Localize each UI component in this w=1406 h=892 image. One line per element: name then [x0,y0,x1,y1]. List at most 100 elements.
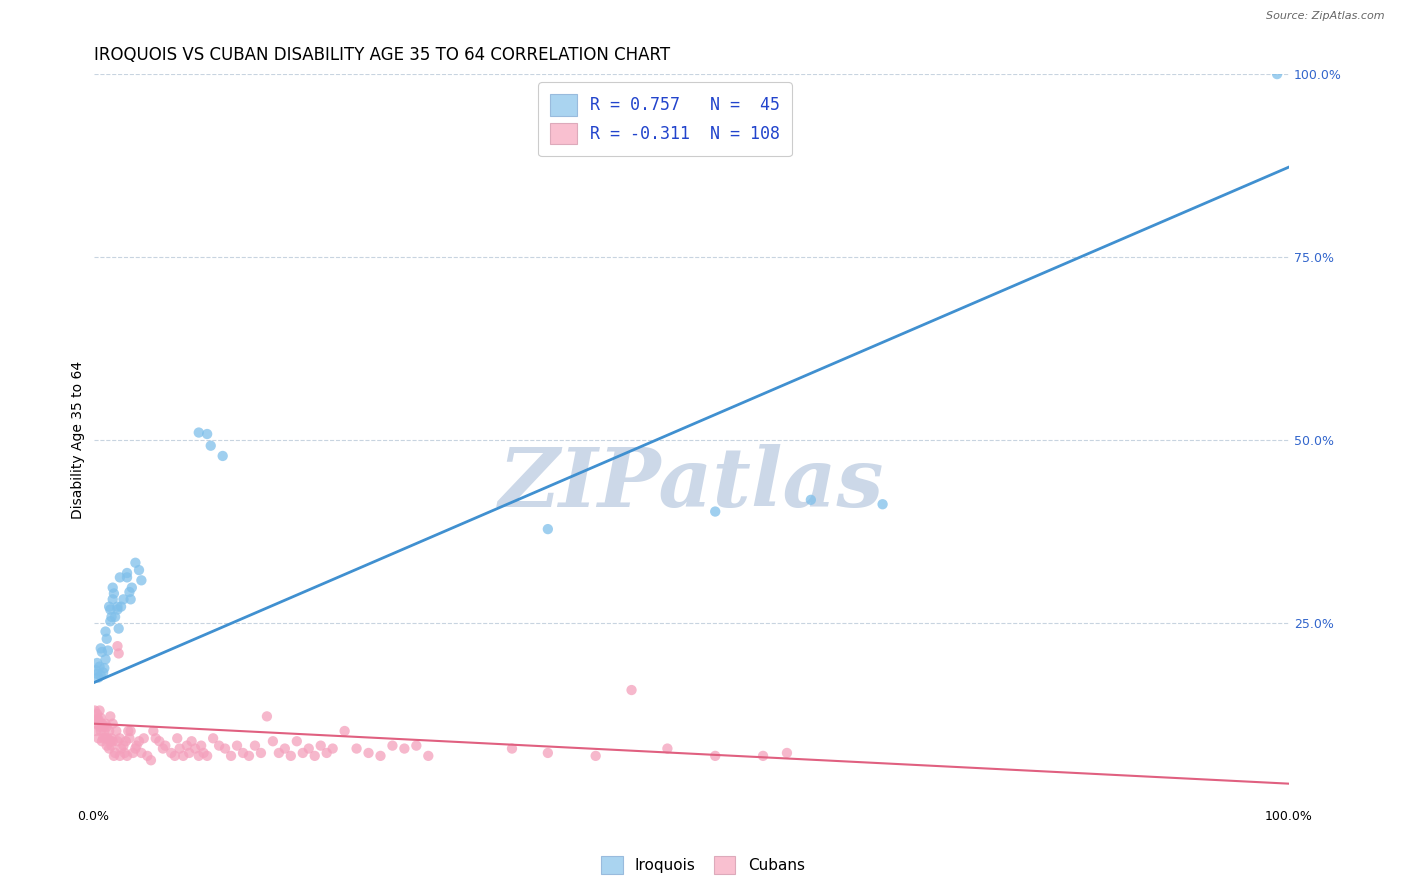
Iroquois [89,659,111,673]
Cubans [125,739,148,753]
Cubans [98,724,121,739]
Iroquois [100,610,122,624]
Cubans [250,746,273,760]
Iroquois [90,668,112,682]
Iroquois [90,641,112,656]
Cubans [202,731,225,746]
Cubans [117,724,139,739]
Cubans [97,731,120,746]
Cubans [101,734,124,748]
Cubans [87,712,110,726]
Cubans [370,748,392,763]
Cubans [105,724,128,739]
Cubans [91,720,114,734]
Cubans [86,707,108,722]
Cubans [94,731,117,746]
Cubans [219,748,242,763]
Cubans [148,734,170,748]
Iroquois [110,599,132,614]
Cubans [274,741,297,756]
Cubans [142,724,165,739]
Iroquois [120,592,142,607]
Cubans [103,748,125,763]
Cubans [91,734,114,748]
Cubans [114,746,136,760]
Cubans [87,731,110,746]
Cubans [322,741,344,756]
Cubans [418,748,440,763]
Text: IROQUOIS VS CUBAN DISABILITY AGE 35 TO 64 CORRELATION CHART: IROQUOIS VS CUBAN DISABILITY AGE 35 TO 6… [94,46,669,64]
Cubans [187,748,209,763]
Iroquois [112,592,135,607]
Cubans [208,739,231,753]
Cubans [172,748,194,763]
Iroquois [121,581,143,595]
Cubans [405,739,427,753]
Cubans [124,741,146,756]
Iroquois [872,497,894,511]
Text: ZIPatlas: ZIPatlas [499,443,884,524]
Legend: R = 0.757   N =  45, R = -0.311  N = 108: R = 0.757 N = 45, R = -0.311 N = 108 [538,82,792,156]
Iroquois [131,574,153,588]
Cubans [98,734,121,748]
Iroquois [91,665,114,680]
Iroquois [107,622,129,636]
Cubans [160,746,183,760]
Cubans [101,716,124,731]
Cubans [166,731,188,746]
Cubans [381,739,404,753]
Cubans [131,746,153,760]
Iroquois [86,667,108,681]
Iroquois [94,624,117,639]
Iroquois [211,449,233,463]
Cubans [108,731,131,746]
Cubans [657,741,679,756]
Cubans [100,739,122,753]
Iroquois [704,504,727,518]
Cubans [243,739,266,753]
Text: Source: ZipAtlas.com: Source: ZipAtlas.com [1267,11,1385,21]
Iroquois [800,492,823,507]
Cubans [89,720,111,734]
Iroquois [187,425,209,440]
Cubans [195,748,218,763]
Cubans [118,731,141,746]
Iroquois [200,439,222,453]
Iroquois [98,599,121,614]
Cubans [152,741,174,756]
Cubans [776,746,799,760]
Cubans [704,748,727,763]
Cubans [256,709,278,723]
Cubans [110,741,132,756]
Cubans [304,748,326,763]
Cubans [394,741,416,756]
Cubans [96,739,118,753]
Cubans [163,748,186,763]
Cubans [90,711,112,725]
Cubans [155,739,177,753]
Iroquois [107,599,129,614]
Cubans [238,748,260,763]
Iroquois [104,610,127,624]
Cubans [752,748,775,763]
Iroquois [101,581,124,595]
Cubans [120,724,142,739]
Cubans [122,746,145,760]
Iroquois [195,427,218,442]
Cubans [585,748,607,763]
Iroquois [115,566,138,580]
Iroquois [87,671,110,685]
Cubans [267,746,290,760]
Cubans [83,704,105,718]
Cubans [190,739,212,753]
Cubans [98,741,121,756]
Iroquois [86,656,108,670]
Iroquois [101,592,124,607]
Cubans [132,731,155,746]
Iroquois [96,632,118,646]
Iroquois [128,563,150,577]
Cubans [136,748,159,763]
Iroquois [115,570,138,584]
Cubans [537,746,560,760]
Cubans [232,746,254,760]
